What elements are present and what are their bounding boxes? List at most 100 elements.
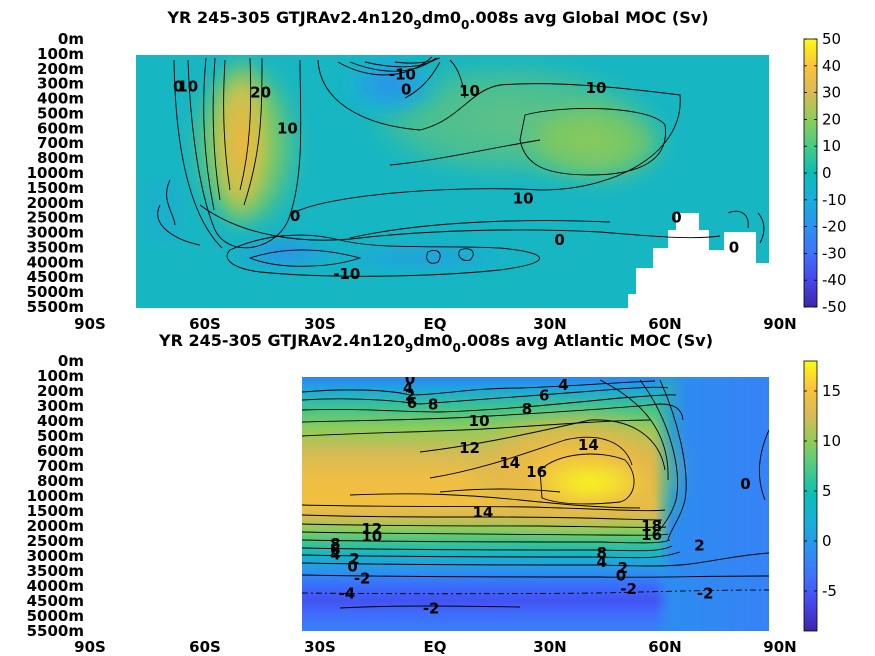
- atlantic-moc-contour-label: 6: [407, 394, 417, 412]
- global-moc-x-tick-label: 60S: [189, 315, 221, 333]
- global-moc-colorbar-tick-label: 20: [822, 110, 841, 128]
- global-moc-x-tick-label: EQ: [424, 315, 447, 333]
- atlantic-moc-y-tick-label: 3500m: [27, 562, 84, 580]
- global-moc-colorbar-tick-label: 40: [822, 57, 841, 75]
- atlantic-moc-contour-label: 0: [405, 370, 415, 388]
- atlantic-moc-x-axis: 90S 60S 30S EQ 30N 60N 90N: [74, 638, 797, 656]
- atlantic-moc-y-tick-label: 500m: [37, 427, 84, 445]
- atlantic-moc-y-tick-label: 0m: [58, 352, 84, 370]
- global-moc-colorbar-tick-label: -40: [822, 271, 847, 289]
- global-moc-y-axis: 0m100m200m300m400m500m600m700m800m1000m1…: [27, 30, 84, 316]
- global-moc-colorbar-tick-label: 30: [822, 84, 841, 102]
- global-moc-y-tick-label: 400m: [37, 90, 84, 108]
- atlantic-moc-contour-label: 14: [499, 454, 520, 472]
- atlantic-moc-x-tick-label: 30N: [533, 638, 566, 656]
- atlantic-moc-contour-label: 18: [641, 517, 662, 535]
- atlantic-moc-x-tick-label: 60S: [189, 638, 221, 656]
- atlantic-moc-contour-label: 10: [361, 528, 382, 546]
- global-moc-y-tick-label: 5000m: [27, 283, 84, 301]
- atlantic-moc-x-tick-label: 30S: [304, 638, 336, 656]
- global-moc-y-tick-label: 300m: [37, 75, 84, 93]
- atlantic-moc-contour-label: 8: [330, 535, 340, 553]
- atlantic-moc-y-tick-label: 200m: [37, 382, 84, 400]
- atlantic-moc-y-tick-label: 3000m: [27, 547, 84, 565]
- atlantic-moc-contour-label: 12: [361, 520, 382, 538]
- atlantic-moc-contour-label: 10: [469, 412, 490, 430]
- atlantic-moc-contour-label: 0: [616, 567, 626, 585]
- atlantic-moc-contour-label: 2: [694, 537, 704, 555]
- atlantic-moc-contour-label: 12: [459, 439, 480, 457]
- atlantic-moc-contour-label: 4: [558, 376, 568, 394]
- global-moc-contour-label: 20: [250, 84, 271, 102]
- global-moc-colorbar-tick-label: 10: [822, 137, 841, 155]
- atlantic-moc-y-tick-label: 1000m: [27, 487, 84, 505]
- global-moc-colorbar-tick-label: -30: [822, 244, 847, 262]
- atlantic-moc-contour-label: 4: [403, 379, 413, 397]
- global-moc-contour-label: 10: [277, 119, 298, 137]
- atlantic-moc-y-tick-label: 2000m: [27, 517, 84, 535]
- atlantic-moc-y-tick-label: 4000m: [27, 577, 84, 595]
- atlantic-moc-contour-label: 8: [522, 400, 532, 418]
- atlantic-moc-y-tick-label: 4500m: [27, 592, 84, 610]
- global-moc-x-tick-label: 30N: [533, 315, 566, 333]
- atlantic-moc-y-tick-label: 5500m: [27, 622, 84, 640]
- global-moc-y-tick-label: 2000m: [27, 194, 84, 212]
- atlantic-moc-contour-label: 6: [330, 541, 340, 559]
- global-moc-contour-label: 10: [177, 78, 198, 96]
- atlantic-moc-contour-label: 8: [428, 396, 438, 414]
- global-moc-y-tick-label: 1000m: [27, 164, 84, 182]
- atlantic-moc-contour-label: 16: [526, 463, 547, 481]
- atlantic-moc-contour-label: 14: [578, 436, 599, 454]
- atlantic-moc-colorbar-tick-label: 5: [822, 482, 832, 500]
- atlantic-moc-contour-label: -2: [697, 585, 714, 603]
- atlantic-moc-contour-label: 14: [472, 504, 493, 522]
- global-moc-x-tick-label: 30S: [304, 315, 336, 333]
- global-moc-y-tick-label: 100m: [37, 45, 84, 63]
- atlantic-moc-contour-label: 6: [539, 387, 549, 405]
- atlantic-moc-colorbar-ticks: 15 10 5 0 -5: [804, 382, 841, 600]
- atlantic-moc-contour-label: -2: [620, 580, 637, 598]
- global-moc-colorbar-tick-label: -20: [822, 218, 847, 236]
- atlantic-moc-contour-label: -2: [354, 570, 371, 588]
- atlantic-moc-y-tick-label: 300m: [37, 397, 84, 415]
- atlantic-moc-y-tick-label: 800m: [37, 472, 84, 490]
- global-moc-y-tick-label: 3500m: [27, 238, 84, 256]
- global-moc-contour-label: 10: [459, 82, 480, 100]
- global-moc-contour-label: -10: [389, 66, 416, 84]
- global-moc-y-tick-label: 2500m: [27, 209, 84, 227]
- global-moc-y-tick-label: 4500m: [27, 268, 84, 286]
- global-moc-contour-lines: [157, 56, 765, 277]
- atlantic-moc-colorbar-tick-label: 10: [822, 432, 841, 450]
- global-moc-contour-label: 0: [729, 238, 739, 256]
- global-moc-contour-label: 0: [401, 81, 411, 99]
- atlantic-moc-x-tick-label: 90S: [74, 638, 106, 656]
- global-moc-contour-label: -10: [333, 265, 360, 283]
- atlantic-moc-panel: YR 245-305 GTJRAv2.4n1209dm00.008s avg A…: [27, 331, 841, 656]
- atlantic-moc-contour-label: 0: [740, 475, 750, 493]
- atlantic-moc-contour-label: 2: [618, 559, 628, 577]
- atlantic-moc-y-tick-label: 400m: [37, 412, 84, 430]
- global-moc-x-tick-label: 90S: [74, 315, 106, 333]
- global-moc-x-axis: 90S 60S 30S EQ 30N 60N 90N: [74, 315, 797, 333]
- atlantic-moc-colorbar: 15 10 5 0 -5: [803, 360, 841, 632]
- atlantic-moc-contour-label: -4: [338, 585, 355, 603]
- atlantic-moc-y-axis: 0m100m200m300m400m500m600m700m800m1000m1…: [27, 352, 84, 640]
- global-moc-contour-label: 10: [513, 189, 534, 207]
- atlantic-moc-x-tick-label: 90N: [763, 638, 796, 656]
- atlantic-moc-y-tick-label: 100m: [37, 367, 84, 385]
- global-moc-colorbar-tick-label: 50: [822, 30, 841, 48]
- global-moc-y-tick-label: 600m: [37, 119, 84, 137]
- global-moc-contour-label: 0: [173, 78, 183, 96]
- atlantic-moc-contour-label: 16: [641, 526, 662, 544]
- global-moc-colorbar-tick-label: 0: [822, 164, 832, 182]
- global-moc-y-tick-label: 3000m: [27, 224, 84, 242]
- atlantic-moc-contour-label: 0: [347, 558, 357, 576]
- global-moc-colorbar-ticks: 50 40 30 20 10 0 -10 -20 -30 -40 -50: [804, 30, 847, 316]
- global-moc-colorbar-tick-label: -10: [822, 191, 847, 209]
- atlantic-moc-colorbar-tick-label: 15: [822, 382, 841, 400]
- atlantic-moc-contour-label: -2: [423, 600, 440, 618]
